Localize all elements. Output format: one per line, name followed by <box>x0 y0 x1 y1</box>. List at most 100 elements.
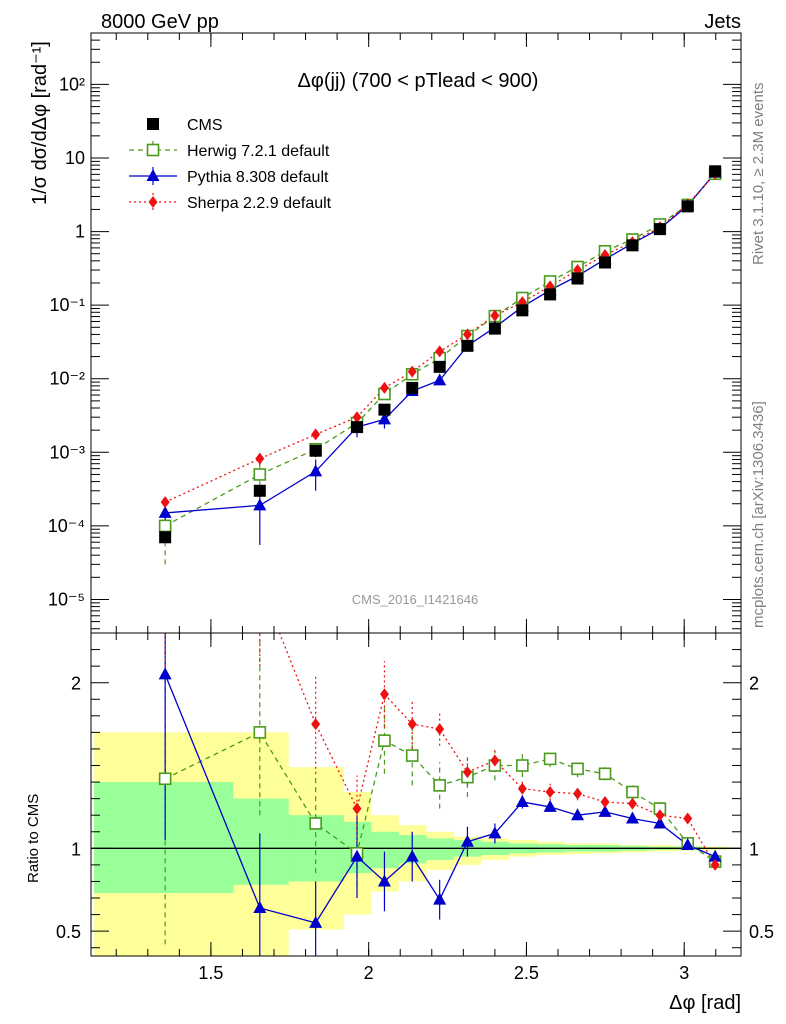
y-tick-label: 10⁻² <box>49 369 85 389</box>
data-point <box>253 484 266 497</box>
series-3 <box>164 173 716 508</box>
ratio-point <box>571 808 585 821</box>
data-point <box>406 381 419 394</box>
data-point <box>653 223 666 236</box>
ratio-point <box>488 826 502 839</box>
data-point <box>435 345 445 358</box>
uncertainty-band-green <box>232 798 289 885</box>
ratio-point <box>516 759 529 772</box>
ratio-point <box>627 797 637 810</box>
series-line <box>164 173 716 503</box>
ratio-point <box>311 718 321 731</box>
ratio-y-tick-label-right: 0.5 <box>749 922 774 942</box>
data-point <box>253 468 267 481</box>
ratio-line <box>164 731 716 863</box>
y-tick-label: 10² <box>59 74 85 94</box>
ratio-y-tick-label: 1 <box>71 839 81 859</box>
ratio-point <box>626 785 639 799</box>
main-plot-panel: 10⁻⁵ 10⁻⁴ 10⁻³ 10⁻² 10⁻¹ 1 10 10² Δφ(jj) (700 <… <box>48 32 742 634</box>
y-tick-label: 10⁻⁴ <box>48 516 85 536</box>
data-point <box>433 373 447 386</box>
data-point <box>311 428 321 441</box>
ratio-point <box>710 858 720 871</box>
ratio-y-tick-label: 0.5 <box>56 922 81 942</box>
y-tick-label: 10⁻⁵ <box>48 589 85 609</box>
ratio-y-tick-label-right: 2 <box>749 674 759 694</box>
ratio-point <box>309 915 323 928</box>
analysis-watermark: CMS_2016_I1421646 <box>352 592 479 607</box>
ratio-point <box>309 817 322 830</box>
ratio-y-tick-label-right: 1 <box>749 839 759 859</box>
data-point <box>600 249 610 262</box>
ratio-y-tick-label: 2 <box>71 674 81 694</box>
ratio-point <box>352 802 362 815</box>
header-right: Jets <box>704 11 741 33</box>
data-point <box>516 304 529 317</box>
data-point <box>709 165 722 178</box>
markers-0 <box>159 165 722 544</box>
ratio-axis-title: Ratio to CMS <box>25 794 42 883</box>
y-tick-label: 10 <box>65 148 85 168</box>
markers-3 <box>160 167 720 509</box>
data-point <box>159 531 172 544</box>
legend-marker <box>147 118 159 130</box>
legend-label: CMS <box>187 117 223 134</box>
plot-title: Δφ(jj) (700 < pTlead < 900) <box>298 70 539 92</box>
ratio-point <box>515 794 529 807</box>
x-tick-label: 3 <box>679 963 689 983</box>
data-point <box>309 444 322 457</box>
data-point <box>309 464 323 477</box>
series-line <box>165 172 716 514</box>
x-tick-label: 1.5 <box>198 963 223 983</box>
y-tick-label: 10⁻³ <box>49 442 85 462</box>
ratio-point <box>433 779 446 792</box>
data-point <box>599 256 612 269</box>
ratio-point <box>708 849 722 862</box>
legend: CMS Herwig 7.2.1 default Pythia 8.308 defa… <box>129 117 332 212</box>
ratio-plot-panel: 0.5 0.5 1 1 2 2 1.5 2 2.5 3 <box>56 632 774 983</box>
ratio-point <box>681 838 695 851</box>
ratio-point <box>573 787 583 800</box>
ratio-point <box>460 834 474 847</box>
series-line <box>164 173 716 527</box>
data-point <box>158 505 172 518</box>
data-point <box>571 272 584 285</box>
ratio-point <box>158 772 172 786</box>
data-point <box>488 322 501 335</box>
ratio-markers-2 <box>311 688 720 871</box>
ratio-point <box>158 667 172 680</box>
rivet-label: Rivet 3.1.10, ≥ 2.3M events <box>750 83 767 266</box>
data-point <box>462 328 472 341</box>
data-point <box>461 339 474 352</box>
data-point <box>626 239 639 252</box>
ratio-point <box>625 811 639 824</box>
markers-2 <box>158 165 722 518</box>
ratio-point <box>490 754 500 767</box>
ratio-point <box>598 804 612 817</box>
legend-marker <box>146 169 160 181</box>
y-axis-title-text: 1/σ dσ/dΔφ [rad⁻¹] <box>29 41 51 205</box>
x-axis-title: Δφ [rad] <box>669 992 741 1014</box>
ratio-point <box>543 752 557 766</box>
data-point <box>407 365 417 378</box>
uncertainty-band-green <box>426 838 455 860</box>
data-point <box>433 360 446 373</box>
ratio-point <box>545 786 555 799</box>
data-point <box>255 452 265 465</box>
legend-label: Herwig 7.2.1 default <box>187 143 330 160</box>
x-tick-label: 2 <box>364 963 374 983</box>
ratio-line <box>278 633 716 866</box>
data-point <box>377 412 391 425</box>
ratio-point <box>350 849 364 862</box>
uncertainty-band-green <box>94 782 234 894</box>
data-point <box>544 288 557 301</box>
bottom-frame <box>90 632 742 957</box>
header-left: 8000 GeV pp <box>101 11 219 33</box>
ratio-point <box>405 749 419 762</box>
ratio-point <box>405 849 419 862</box>
ratio-point <box>433 892 447 905</box>
ratio-point <box>598 767 612 781</box>
data-point <box>158 519 172 533</box>
y-tick-label: 1 <box>75 222 85 242</box>
